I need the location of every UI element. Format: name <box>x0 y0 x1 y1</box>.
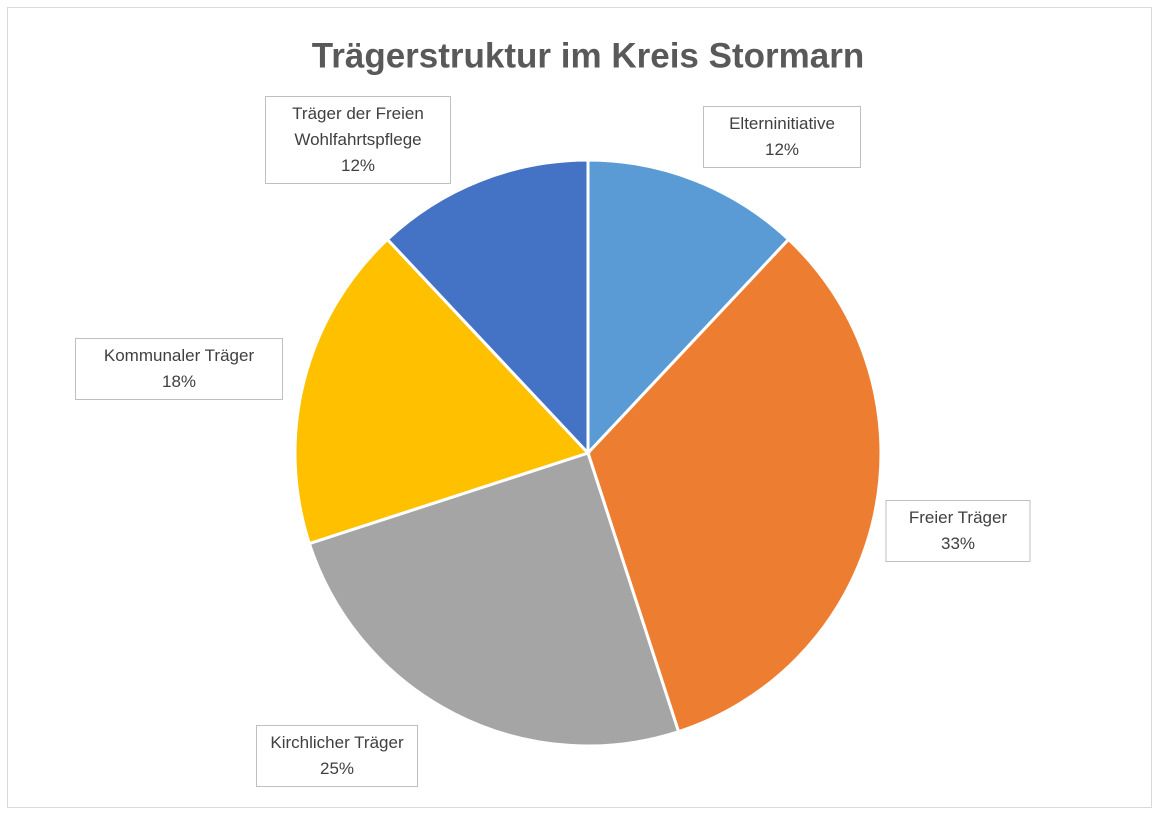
category-name: Kommunaler Träger <box>103 346 255 365</box>
value-label: 33% <box>940 534 976 553</box>
pie-slice <box>586 158 791 457</box>
data-label: Kommunaler Träger 18% <box>75 338 283 400</box>
pie-slice <box>385 158 590 457</box>
value-label: 18% <box>161 372 197 391</box>
category-name: Träger der Freien Wohlfahrtspflege <box>292 104 424 149</box>
data-label: Träger der Freien Wohlfahrtspflege 12% <box>265 96 451 184</box>
data-label: Elterninitiative 12% <box>703 106 861 168</box>
category-name: Freier Träger <box>908 508 1008 527</box>
data-label: Freier Träger 33% <box>885 500 1031 562</box>
value-label: 12% <box>340 156 376 175</box>
category-name: Kirchlicher Träger <box>270 733 404 752</box>
category-name: Elterninitiative <box>729 114 835 133</box>
pie-slice <box>293 237 591 546</box>
chart-title: Trägerstruktur im Kreis Stormarn <box>312 36 864 75</box>
chart-frame <box>7 7 1152 808</box>
value-label: 25% <box>319 759 355 778</box>
pie-slice <box>586 237 883 734</box>
value-label: 12% <box>764 140 800 159</box>
pie-slice <box>307 451 681 748</box>
data-label: Kirchlicher Träger 25% <box>256 725 418 787</box>
